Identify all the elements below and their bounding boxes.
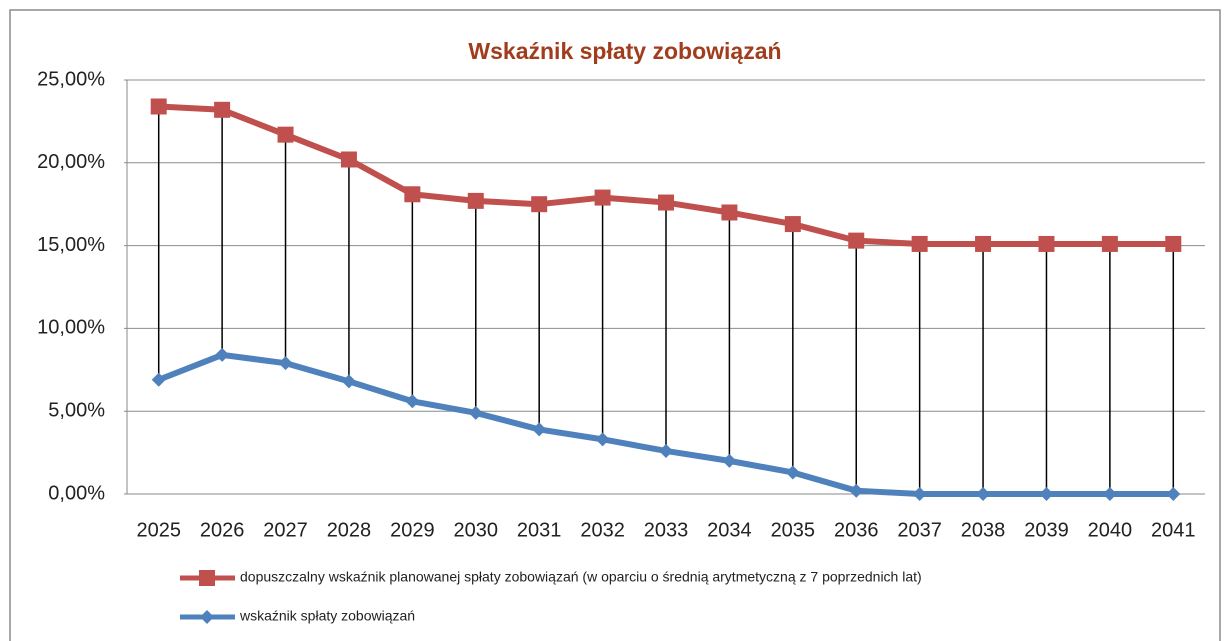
- y-tick-label: 15,00%: [37, 234, 105, 256]
- marker: [531, 196, 548, 213]
- marker: [278, 356, 293, 371]
- marker: [200, 610, 214, 624]
- x-tick-label: 2036: [834, 519, 879, 541]
- marker: [594, 189, 611, 206]
- marker: [722, 453, 737, 468]
- y-tick-label: 10,00%: [37, 317, 105, 339]
- marker: [849, 483, 864, 498]
- marker: [975, 235, 992, 252]
- y-tick-label: 0,00%: [48, 482, 105, 504]
- marker: [215, 347, 230, 362]
- x-tick-label: 2027: [263, 519, 308, 541]
- marker: [404, 186, 421, 203]
- marker: [532, 422, 547, 437]
- x-tick-label: 2028: [327, 519, 372, 541]
- x-tick-label: 2032: [580, 519, 625, 541]
- marker: [1101, 235, 1118, 252]
- x-tick-label: 2039: [1024, 519, 1069, 541]
- marker: [659, 443, 673, 458]
- marker: [1166, 487, 1181, 501]
- marker: [912, 487, 927, 501]
- marker: [214, 101, 231, 118]
- marker: [150, 98, 167, 115]
- x-tick-label: 2038: [961, 519, 1006, 541]
- x-tick-label: 2035: [771, 519, 816, 541]
- marker: [151, 372, 166, 387]
- legend-label: wskaźnik spłaty zobowiązań: [239, 608, 415, 624]
- marker: [784, 216, 801, 233]
- marker: [1165, 235, 1182, 252]
- marker: [467, 192, 484, 209]
- marker: [848, 232, 865, 249]
- x-tick-label: 2041: [1151, 519, 1196, 541]
- chart-title: Wskaźnik spłaty zobowiązań: [468, 38, 781, 64]
- x-tick-label: 2034: [707, 519, 752, 541]
- marker: [277, 126, 294, 143]
- marker: [1038, 235, 1055, 252]
- x-tick-label: 2025: [136, 519, 181, 541]
- x-tick-label: 2031: [517, 519, 562, 541]
- x-tick-label: 2030: [454, 519, 499, 541]
- marker: [341, 374, 356, 389]
- y-tick-label: 25,00%: [37, 68, 105, 90]
- marker: [1102, 487, 1117, 501]
- x-tick-label: 2026: [200, 519, 245, 541]
- marker: [468, 405, 483, 420]
- marker: [1039, 487, 1054, 501]
- marker: [976, 487, 991, 501]
- marker: [721, 204, 738, 221]
- chart-frame: [9, 9, 1221, 641]
- x-tick-label: 2029: [390, 519, 435, 541]
- marker: [911, 235, 928, 252]
- x-tick-label: 2033: [644, 519, 689, 541]
- marker: [658, 194, 674, 211]
- marker: [340, 151, 357, 168]
- y-tick-label: 20,00%: [37, 151, 105, 173]
- legend-label: dopuszczalny wskaźnik planowanej spłaty …: [240, 569, 922, 585]
- x-tick-label: 2037: [897, 519, 942, 541]
- x-tick-label: 2040: [1088, 519, 1133, 541]
- marker: [785, 465, 800, 480]
- marker: [199, 570, 215, 586]
- marker: [595, 432, 610, 447]
- marker: [405, 394, 420, 409]
- y-tick-label: 5,00%: [48, 399, 105, 421]
